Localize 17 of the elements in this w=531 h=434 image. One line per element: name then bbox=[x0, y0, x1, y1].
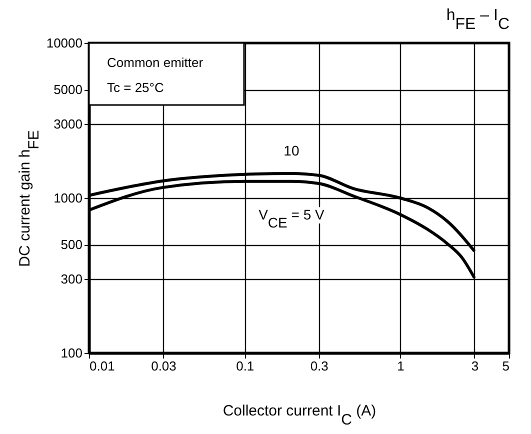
x-tick-label: 3 bbox=[471, 358, 479, 374]
x-tick-label: 5 bbox=[502, 358, 510, 374]
x-tick-label: 0.3 bbox=[310, 358, 328, 374]
y-tick-label: 5000 bbox=[54, 82, 82, 98]
y-tick-label: 500 bbox=[60, 237, 82, 252]
y-tick-label: 100 bbox=[60, 346, 82, 360]
x-tick-label: 0.01 bbox=[90, 358, 115, 374]
annotation: Common emitter bbox=[107, 55, 204, 70]
y-tick-label: 1000 bbox=[54, 190, 82, 206]
y-tick-label: 3000 bbox=[54, 116, 82, 132]
y-tick-label: 10000 bbox=[46, 36, 82, 50]
x-tick-label: 1 bbox=[397, 358, 404, 374]
series-label: 10 bbox=[284, 142, 300, 158]
y-tick-label: 300 bbox=[60, 272, 82, 287]
x-tick-label: 0.1 bbox=[236, 358, 254, 374]
annotation: Tc = 25°C bbox=[107, 80, 164, 95]
x-tick-label: 0.03 bbox=[151, 358, 176, 374]
